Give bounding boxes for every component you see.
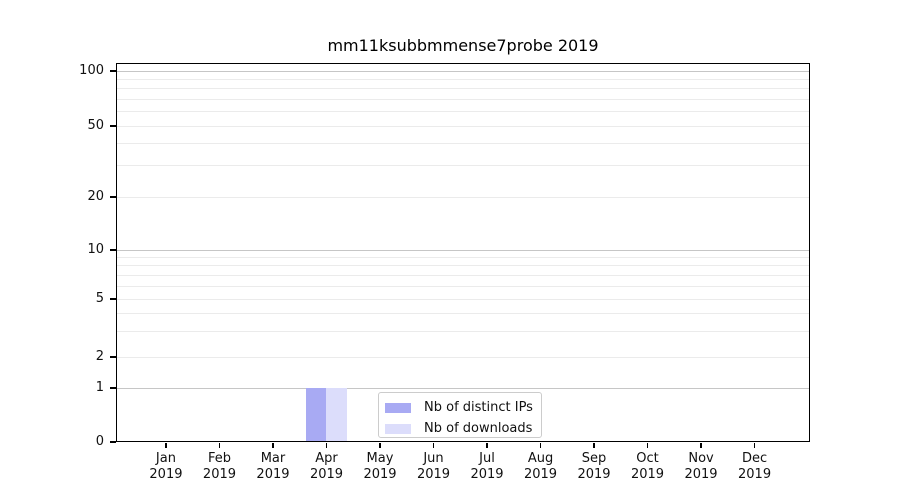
bar-nb-of-distinct-ips	[305, 388, 327, 442]
minor-gridline	[116, 165, 810, 167]
y-tick-mark	[110, 387, 116, 389]
x-tick-mark	[700, 443, 702, 448]
x-tick-label: Jun 2019	[402, 451, 466, 483]
legend-label: Nb of downloads	[424, 421, 533, 436]
x-tick-month: Mar	[260, 451, 286, 466]
minor-gridline	[116, 98, 810, 100]
x-tick-mark	[272, 443, 274, 448]
x-tick-label: Feb 2019	[187, 451, 251, 483]
legend-item-1: Nb of downloads	[385, 418, 541, 439]
y-tick-label: 20	[87, 189, 104, 204]
x-tick-month: May	[366, 451, 394, 466]
axes-spines	[116, 63, 810, 442]
x-tick-month: Sep	[581, 451, 607, 466]
major-gridline	[116, 387, 810, 389]
x-tick-mark	[379, 443, 381, 448]
x-tick-mark	[593, 443, 595, 448]
x-tick-month: Feb	[207, 451, 231, 466]
y-tick-label: 0	[95, 434, 104, 449]
chart-title: mm11ksubbmmense7probe 2019	[327, 36, 599, 55]
x-tick-year: 2019	[202, 467, 237, 482]
legend-label: Nb of distinct IPs	[424, 400, 533, 415]
legend: Nb of distinct IPs Nb of downloads	[378, 392, 542, 438]
x-tick-month: Nov	[688, 451, 714, 466]
minor-gridline	[116, 285, 810, 287]
minor-gridline	[116, 356, 810, 358]
y-tick-mark	[110, 125, 116, 127]
x-tick-mark	[486, 443, 488, 448]
minor-gridline	[116, 298, 810, 300]
x-tick-year: 2019	[470, 467, 504, 482]
x-tick-label: Jul 2019	[455, 451, 519, 483]
x-tick-label: Apr 2019	[294, 451, 358, 483]
y-tick-label: 5	[95, 291, 104, 306]
x-tick-label: Oct 2019	[616, 451, 680, 483]
legend-swatch	[385, 423, 411, 434]
x-tick-mark	[218, 443, 221, 448]
x-tick-month: Apr	[315, 451, 338, 466]
bar-nb-of-downloads	[326, 388, 347, 442]
x-tick-year: 2019	[684, 467, 718, 482]
x-tick-label: May 2019	[348, 451, 412, 483]
x-tick-month: Oct	[636, 451, 659, 466]
x-tick-year: 2019	[416, 467, 451, 482]
x-tick-month: Jun	[423, 451, 444, 466]
legend-item-0: Nb of distinct IPs	[385, 397, 541, 418]
minor-gridline	[116, 265, 810, 267]
x-tick-label: Nov 2019	[669, 451, 733, 483]
x-tick-label: Sep 2019	[562, 451, 626, 483]
minor-gridline	[116, 88, 810, 90]
x-tick-year: 2019	[256, 467, 290, 482]
legend-swatch	[385, 402, 411, 413]
x-tick-mark	[165, 443, 167, 448]
x-tick-year: 2019	[309, 467, 344, 482]
x-tick-year: 2019	[363, 467, 397, 482]
y-tick-label: 50	[87, 118, 104, 134]
x-tick-label: Mar 2019	[241, 451, 305, 483]
y-tick-mark	[110, 441, 116, 443]
y-tick-mark	[110, 298, 116, 300]
minor-gridline	[116, 274, 810, 276]
minor-gridline	[116, 125, 810, 127]
y-tick-label: 2	[95, 348, 104, 364]
x-tick-mark	[539, 443, 542, 448]
x-tick-month: Dec	[741, 451, 768, 466]
minor-gridline	[116, 78, 810, 80]
x-tick-year: 2019	[577, 467, 611, 482]
x-tick-label: Dec 2019	[723, 451, 787, 483]
x-tick-year: 2019	[149, 467, 183, 482]
x-tick-mark	[432, 443, 435, 448]
x-tick-month: Jan	[155, 451, 176, 466]
x-tick-mark	[753, 443, 756, 448]
minor-gridline	[116, 142, 810, 144]
plot-area: Nb of distinct IPs Nb of downloads	[116, 63, 810, 442]
minor-gridline	[116, 196, 810, 198]
x-tick-label: Aug 2019	[509, 451, 573, 483]
y-tick-mark	[110, 196, 116, 198]
minor-gridline	[116, 256, 810, 258]
x-tick-label: Jan 2019	[134, 451, 198, 483]
x-tick-month: Jul	[479, 451, 495, 466]
x-tick-mark	[325, 443, 328, 448]
y-tick-mark	[110, 249, 116, 251]
x-tick-mark	[646, 443, 649, 448]
x-tick-year: 2019	[630, 467, 665, 482]
x-tick-month: Aug	[527, 451, 554, 466]
y-tick-label: 1	[95, 379, 104, 395]
x-tick-year: 2019	[738, 467, 772, 482]
minor-gridline	[116, 312, 810, 314]
major-gridline	[116, 70, 810, 72]
x-tick-year: 2019	[523, 467, 558, 482]
major-gridline	[116, 249, 810, 251]
y-tick-mark	[110, 356, 116, 358]
y-tick-label: 10	[87, 241, 104, 257]
y-tick-mark	[110, 70, 116, 72]
minor-gridline	[116, 330, 810, 332]
minor-gridline	[116, 111, 810, 113]
y-tick-label: 100	[79, 62, 104, 78]
